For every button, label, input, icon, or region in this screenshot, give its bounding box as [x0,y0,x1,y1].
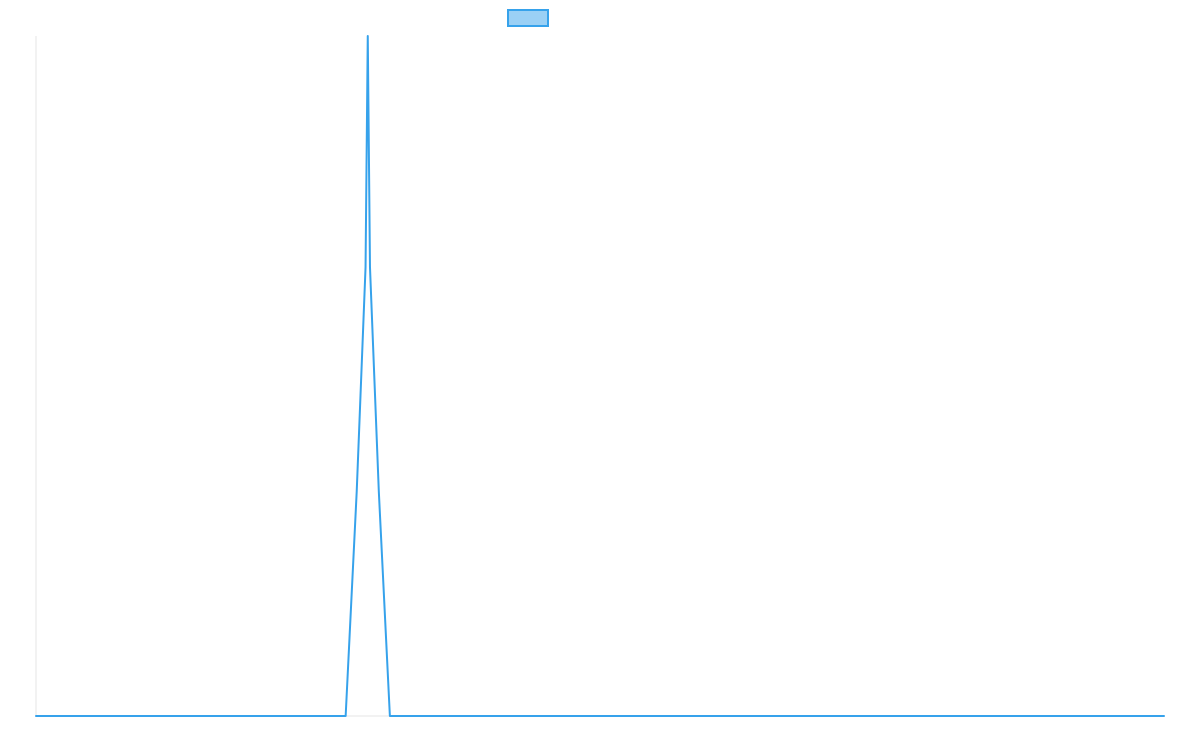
legend-swatch[interactable] [507,9,549,27]
series-layer [35,35,1165,717]
series-line-0[interactable] [35,35,1165,717]
legend[interactable] [507,9,549,27]
